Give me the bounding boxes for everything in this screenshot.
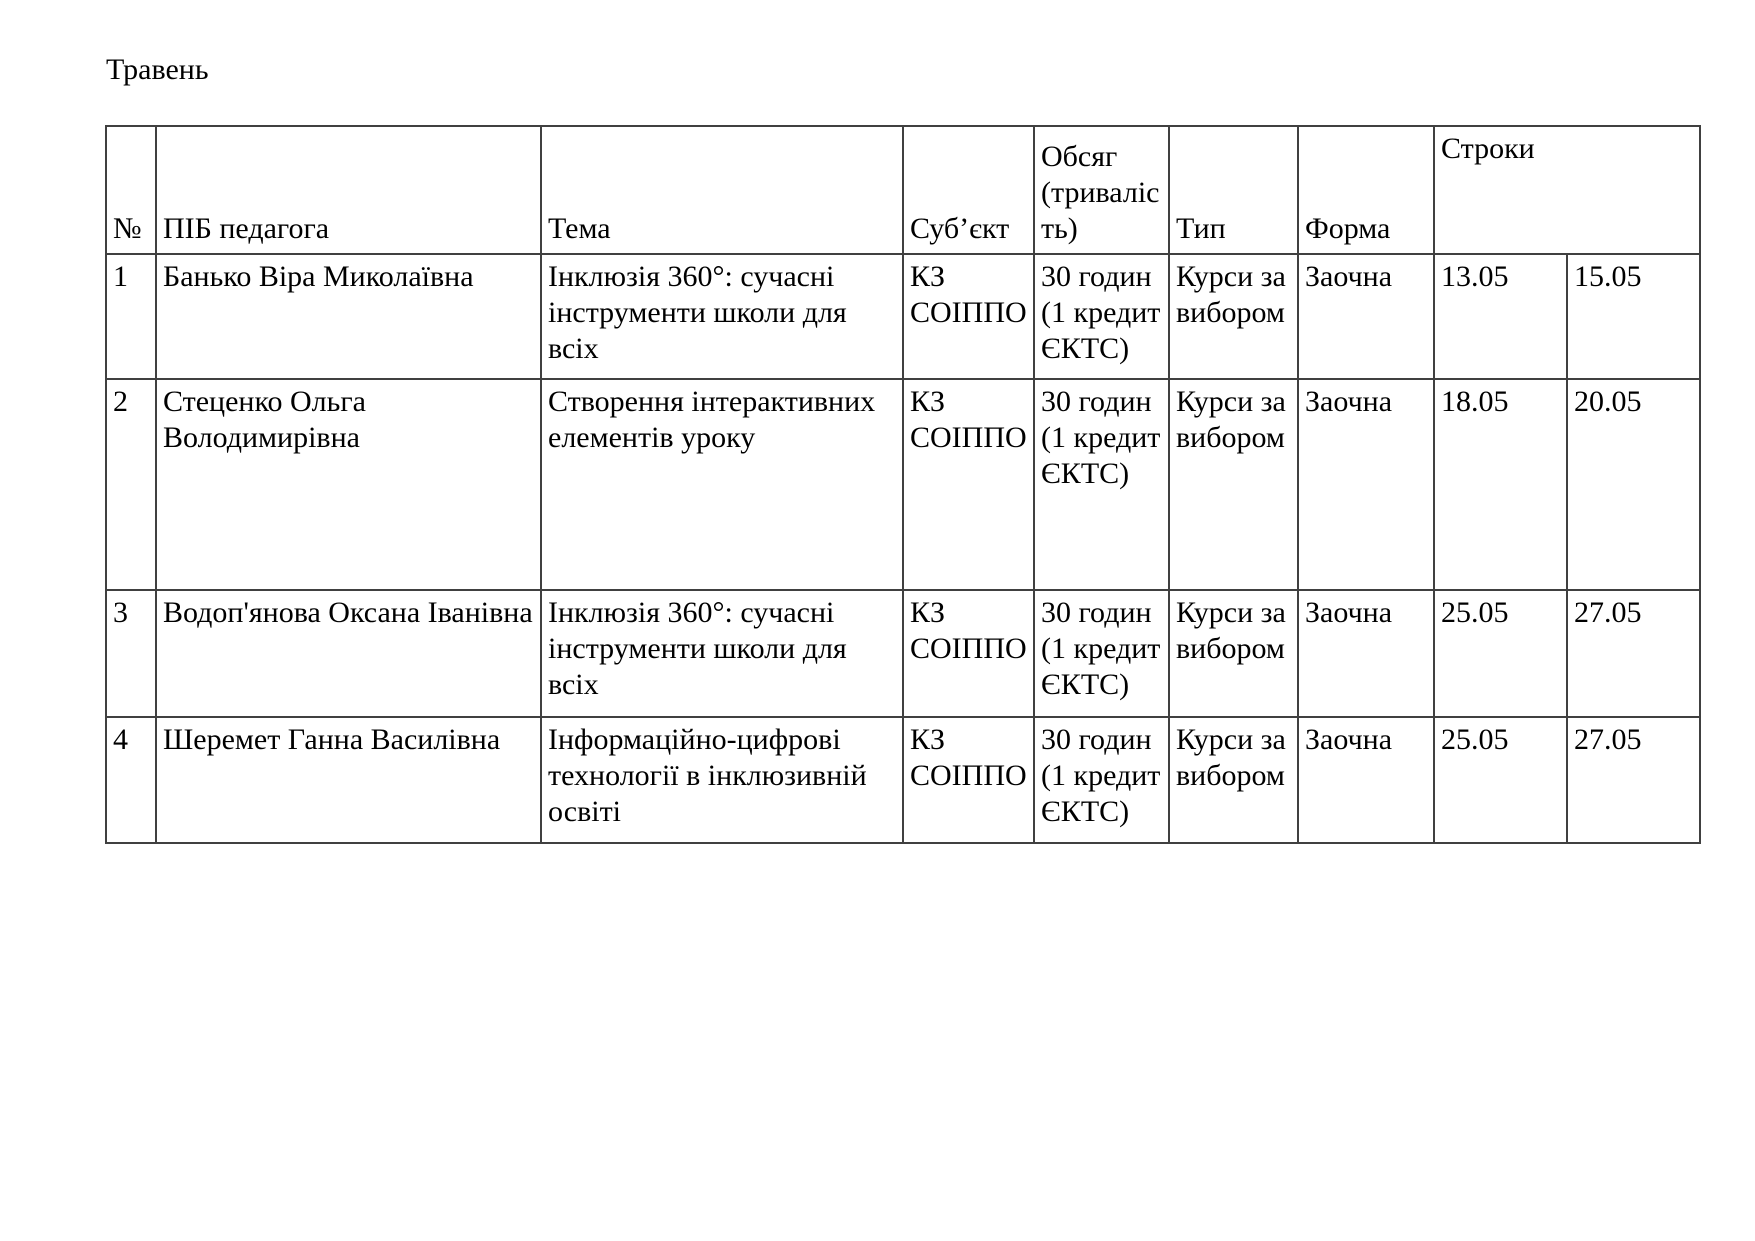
header-terms: Строки	[1432, 125, 1702, 255]
cell-teacher: Банько Віра Миколаївна	[155, 253, 542, 380]
cell-num: 4	[105, 716, 157, 844]
cell-volume: 30 годин (1 кредит ЄКТС)	[1033, 716, 1170, 844]
cell-topic: Інклюзія 360°: сучасні інструменти школи…	[540, 589, 904, 718]
header-topic: Тема	[540, 125, 904, 255]
cell-teacher: Водоп'янова Оксана Іванівна	[155, 589, 542, 718]
cell-type: Курси за вибором	[1168, 253, 1299, 380]
cell-subject: КЗ СОІППО	[902, 716, 1035, 844]
cell-date-start: 13.05	[1433, 253, 1568, 380]
header-subject: Суб’єкт	[902, 125, 1035, 255]
cell-date-end: 15.05	[1565, 253, 1702, 380]
cell-form: Заочна	[1297, 589, 1435, 718]
cell-num: 2	[105, 378, 157, 591]
cell-type: Курси за вибором	[1168, 589, 1299, 718]
table-header-row: № ПІБ педагога Тема Суб’єкт Обсяг (трива…	[105, 125, 1702, 255]
table-row: 3 Водоп'янова Оксана Іванівна Інклюзія 3…	[105, 589, 1702, 718]
header-volume: Обсяг (тривалість)	[1033, 125, 1170, 255]
cell-subject: КЗ СОІППО	[902, 589, 1035, 718]
cell-date-end: 20.05	[1565, 378, 1702, 591]
cell-date-start: 25.05	[1433, 589, 1568, 718]
table-row: 1 Банько Віра Миколаївна Інклюзія 360°: …	[105, 253, 1702, 380]
cell-form: Заочна	[1297, 716, 1435, 844]
cell-topic: Інформаційно-цифрові технології в інклюз…	[540, 716, 904, 844]
cell-subject: КЗ СОІППО	[902, 378, 1035, 591]
table-row: 4 Шеремет Ганна Василівна Інформаційно-ц…	[105, 716, 1702, 844]
cell-volume: 30 годин (1 кредит ЄКТС)	[1033, 589, 1170, 718]
cell-date-end: 27.05	[1565, 589, 1702, 718]
cell-num: 1	[105, 253, 157, 380]
cell-volume: 30 годин (1 кредит ЄКТС)	[1033, 253, 1170, 380]
header-type: Тип	[1168, 125, 1299, 255]
table-row: 2 Стеценко Ольга Володимирівна Створення…	[105, 378, 1702, 591]
cell-form: Заочна	[1297, 253, 1435, 380]
cell-date-end: 27.05	[1565, 716, 1702, 844]
cell-subject: КЗ СОІППО	[902, 253, 1035, 380]
cell-date-start: 18.05	[1433, 378, 1568, 591]
header-form: Форма	[1297, 125, 1435, 255]
cell-num: 3	[105, 589, 157, 718]
cell-teacher: Стеценко Ольга Володимирівна	[155, 378, 542, 591]
cell-form: Заочна	[1297, 378, 1435, 591]
cell-type: Курси за вибором	[1168, 378, 1299, 591]
cell-type: Курси за вибором	[1168, 716, 1299, 844]
header-teacher: ПІБ педагога	[155, 125, 542, 255]
cell-volume: 30 годин (1 кредит ЄКТС)	[1033, 378, 1170, 591]
page-title: Травень	[106, 53, 209, 86]
header-num: №	[105, 125, 157, 255]
cell-topic: Інклюзія 360°: сучасні інструменти школи…	[540, 253, 904, 380]
schedule-table: № ПІБ педагога Тема Суб’єкт Обсяг (трива…	[105, 125, 1702, 844]
cell-date-start: 25.05	[1433, 716, 1568, 844]
cell-topic: Створення інтерактивних елементів уроку	[540, 378, 904, 591]
cell-teacher: Шеремет Ганна Василівна	[155, 716, 542, 844]
